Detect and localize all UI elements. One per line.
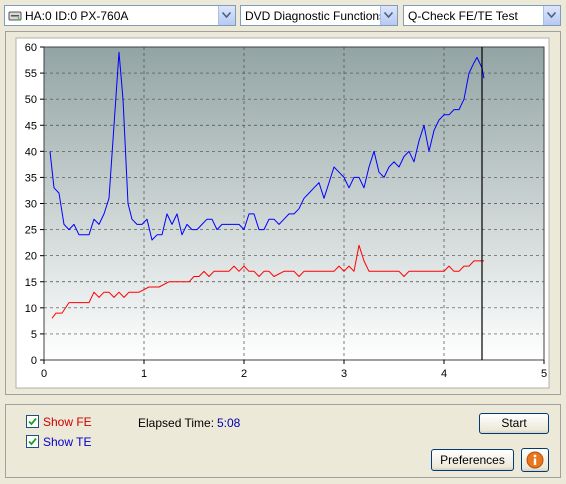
te-series-line [49, 51, 485, 241]
y-tick-label: 15 [25, 277, 37, 289]
preferences-button-label: Preferences [440, 453, 505, 467]
chevron-down-icon[interactable] [380, 6, 397, 25]
x-tick-label: 1 [141, 368, 147, 380]
x-tick-label: 4 [441, 368, 447, 380]
y-tick-label: 10 [25, 303, 37, 315]
fe-series-line [51, 244, 484, 319]
y-tick-label: 55 [25, 68, 37, 80]
y-tick-label: 45 [25, 120, 37, 132]
y-tick-label: 60 [25, 42, 37, 54]
start-button[interactable]: Start [479, 413, 549, 434]
show-te-label[interactable]: Show TE [43, 435, 92, 449]
checkmark-icon [28, 437, 37, 446]
y-tick-label: 35 [25, 172, 37, 184]
function-select-value: DVD Diagnostic Functions [245, 9, 386, 23]
function-select[interactable]: DVD Diagnostic Functions [240, 5, 398, 26]
y-tick-label: 50 [25, 94, 37, 106]
show-fe-checkbox[interactable] [26, 415, 39, 428]
preferences-button[interactable]: Preferences [431, 449, 514, 471]
checkmark-icon [28, 417, 37, 426]
x-tick-label: 5 [541, 368, 547, 380]
start-button-label: Start [501, 416, 527, 430]
test-select-value: Q-Check FE/TE Test [408, 9, 518, 23]
drive-select-value: HA:0 ID:0 PX-760A [25, 9, 129, 23]
elapsed-time-label: Elapsed Time: [138, 416, 215, 430]
drive-select[interactable]: HA:0 ID:0 PX-760A [4, 5, 236, 26]
y-tick-label: 25 [25, 225, 37, 237]
info-button[interactable] [521, 448, 549, 472]
drive-icon [8, 11, 22, 21]
chevron-down-icon[interactable] [218, 6, 235, 25]
y-tick-label: 40 [25, 146, 37, 158]
x-tick-label: 0 [41, 368, 47, 380]
y-tick-label: 20 [25, 251, 37, 263]
elapsed-time-value: 5:08 [217, 416, 241, 430]
graph-panel: 0 5 10 15 20 25 30 35 40 45 50 55 60 0 1 2 3 4 5 [5, 31, 561, 395]
y-tick-label: 30 [25, 199, 37, 211]
y-tick-label: 5 [31, 329, 37, 341]
options-panel: Show FE Show TE Elapsed Time: 5:08 Start… [5, 404, 561, 478]
x-tick-label: 2 [241, 368, 247, 380]
x-tick-label: 3 [341, 368, 347, 380]
show-fe-label[interactable]: Show FE [43, 415, 92, 429]
show-te-checkbox[interactable] [26, 435, 39, 448]
y-tick-label: 0 [31, 355, 37, 367]
chevron-down-icon[interactable] [543, 6, 560, 25]
info-icon [526, 451, 544, 469]
test-select[interactable]: Q-Check FE/TE Test [403, 5, 561, 26]
